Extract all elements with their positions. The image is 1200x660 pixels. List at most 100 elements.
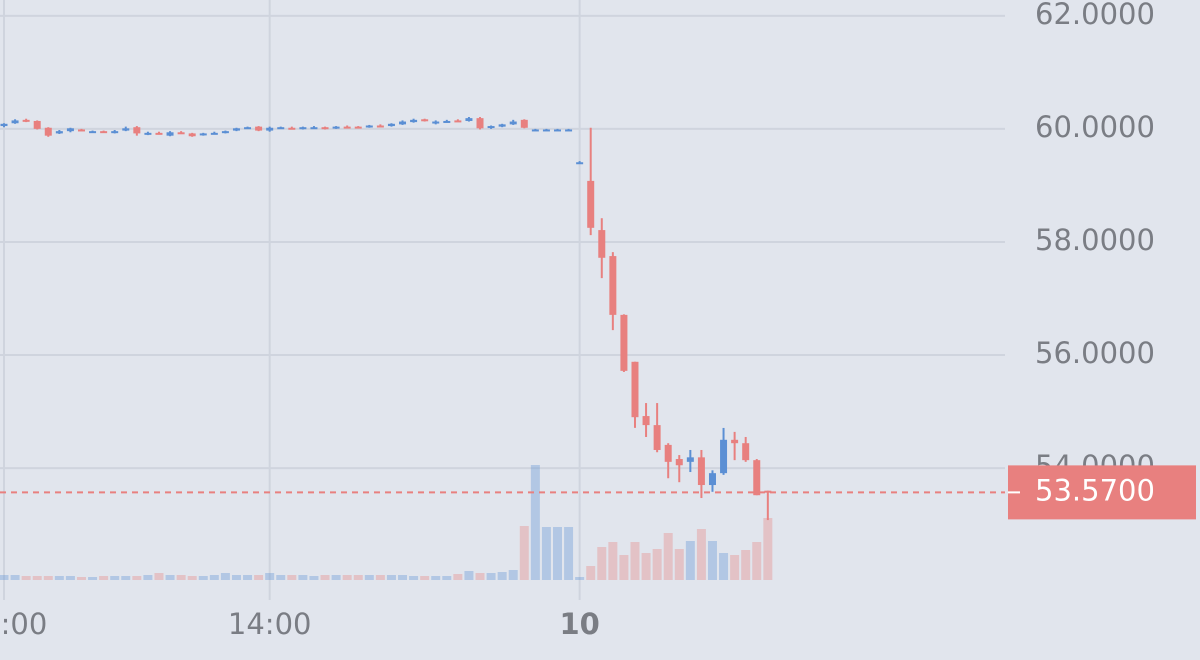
volume-bar [719, 553, 729, 580]
candle-body [365, 125, 373, 128]
volume-bar [597, 547, 607, 580]
volume-bar [0, 575, 9, 580]
candle-body [542, 129, 550, 132]
candle-body [266, 127, 274, 131]
axis-layer: 54.000056.000058.000060.000062.0000:0014… [0, 0, 1196, 641]
volume-bar [409, 576, 419, 580]
volume-bar [741, 550, 751, 580]
volume-bar [331, 575, 341, 580]
volume-bar [76, 577, 86, 580]
volume-bar [763, 518, 773, 580]
candle-body [210, 132, 218, 135]
volume-bar [564, 527, 574, 580]
volume-bar [287, 575, 297, 580]
volume-bar [364, 575, 374, 580]
y-tick-label: 58.0000 [1035, 223, 1155, 257]
volume-bar [309, 576, 319, 580]
candle-body [22, 119, 30, 122]
candle-body [332, 126, 340, 129]
candle-body [44, 127, 52, 136]
candle-layer [0, 117, 772, 521]
volume-bar [43, 576, 53, 580]
last-price-box [1008, 465, 1196, 520]
candle-body [642, 416, 650, 426]
volume-bar [586, 566, 596, 580]
candle-body [155, 132, 163, 135]
candle-body [133, 127, 141, 134]
volume-bar [486, 573, 496, 580]
y-tick-label: 56.0000 [1035, 336, 1155, 370]
candle-body [399, 121, 407, 125]
volume-bar [121, 576, 131, 580]
volume-bar [32, 576, 42, 580]
volume-bar [442, 576, 452, 580]
candle-body [686, 457, 694, 462]
candle-body [277, 127, 285, 130]
volume-bar [176, 575, 186, 580]
volume-bar [198, 576, 208, 580]
candle-body [177, 132, 185, 135]
volume-bar [752, 542, 762, 580]
x-tick-label: 14:00 [228, 607, 312, 641]
candle-body [11, 120, 19, 124]
candle-body [764, 490, 772, 493]
candle-body [443, 120, 451, 123]
x-tick-label: 10 [559, 607, 599, 641]
candle-body [244, 127, 252, 130]
volume-bar [431, 576, 441, 580]
volume-bar [464, 571, 474, 580]
candle-body [598, 230, 606, 258]
candle-body [255, 126, 263, 131]
volume-bar [475, 573, 485, 580]
volume-bar [231, 575, 241, 580]
volume-bar [420, 576, 430, 580]
candle-body [343, 126, 351, 129]
candle-body [354, 126, 362, 129]
volume-bar [209, 575, 219, 580]
candle-body [531, 129, 539, 132]
volume-bar [674, 549, 684, 580]
volume-bar [320, 575, 330, 580]
volume-bar [375, 575, 385, 580]
candle-body [554, 129, 561, 132]
volume-bar [165, 575, 175, 580]
volume-bar [132, 576, 142, 580]
volume-bar [110, 576, 120, 580]
y-tick-label: 60.0000 [1035, 110, 1155, 144]
candle-body [609, 256, 617, 315]
volume-bar [608, 542, 618, 580]
last-price-label: 53.5700 [1035, 473, 1155, 507]
volume-bar [298, 575, 308, 580]
candle-body [465, 118, 473, 121]
volume-bar [386, 575, 396, 580]
volume-bar [143, 575, 153, 580]
volume-bar [54, 576, 64, 580]
candle-body [454, 120, 462, 123]
volume-bar [99, 576, 109, 580]
volume-bar [342, 575, 352, 580]
candle-body [708, 473, 716, 486]
candle-body [288, 127, 296, 130]
candle-body [697, 457, 705, 486]
candle-body [221, 131, 229, 134]
candle-body [565, 129, 573, 132]
volume-bar [10, 575, 20, 580]
volume-bar [353, 575, 363, 580]
candle-body [664, 444, 672, 462]
candle-body [731, 439, 739, 444]
candle-body [122, 128, 130, 131]
volume-bar [243, 575, 253, 580]
volume-bar [575, 577, 585, 580]
candle-body [587, 180, 595, 228]
volume-bar [453, 574, 463, 580]
volume-bar [65, 576, 75, 580]
candle-body [487, 126, 495, 129]
candle-body [376, 125, 384, 128]
volume-bar [630, 542, 640, 580]
volume-bar [265, 573, 275, 580]
candle-body [77, 129, 85, 132]
volume-bar [508, 570, 518, 580]
candle-body [310, 127, 318, 130]
